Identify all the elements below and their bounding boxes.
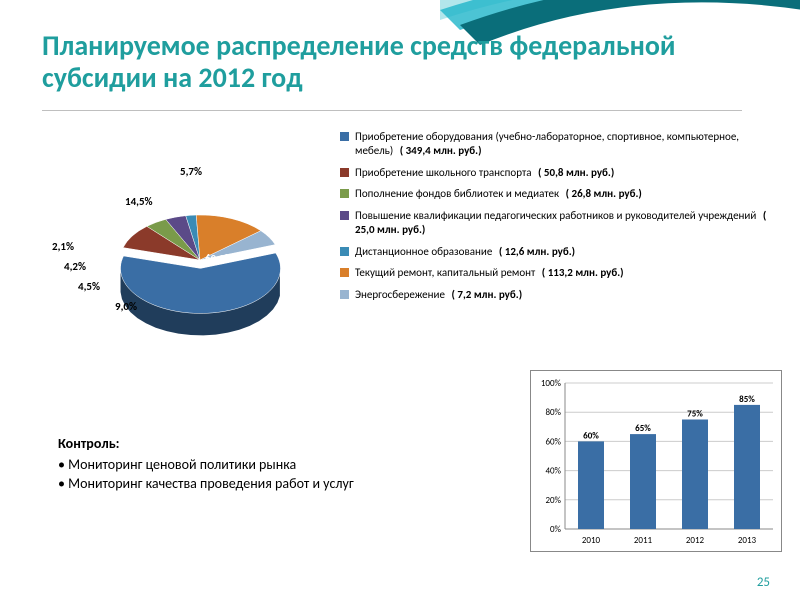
legend-swatch [340,247,349,256]
legend-item: Приобретение оборудования (учебно-лабора… [340,130,770,158]
legend-swatch [340,268,349,277]
bar-ytick: 0% [550,524,562,535]
legend-swatch [340,290,349,299]
control-item: • Мониторинг ценовой политики рынка [58,456,478,473]
bar-value-label: 75% [687,409,703,420]
bar-category-label: 2012 [686,535,705,546]
bar-chart: 0% 20% 40% 60% 80% 100% 60% 2010 65% 2011 75% 2012 8… [530,370,782,552]
control-heading: Контроль: [58,435,478,452]
legend-item: Энергосбережение ( 7,2 млн. руб.) [340,288,770,302]
legend-item: Текущий ремонт, капитальный ремонт ( 113… [340,266,770,280]
legend-swatch [340,132,349,141]
legend-item: Пополнение фондов библиотек и медиатек (… [340,187,770,201]
bar-ytick: 80% [545,407,561,418]
legend-item: Приобретение школьного транспорта ( 50,8… [340,166,770,180]
pie-slice-label: 4,2% [64,260,86,273]
pie-slice-label: 60,0% [205,252,233,265]
pie-slice-label: 14,5% [125,195,153,208]
legend-text: Текущий ремонт, капитальный ремонт ( 113… [355,266,770,280]
bar-ytick: 40% [545,466,561,477]
bar-ytick: 100% [541,378,562,389]
bar-value-label: 85% [739,394,755,405]
pie-slice-label: 5,7% [180,165,202,178]
legend-text: Пополнение фондов библиотек и медиатек (… [355,187,770,201]
legend-item: Дистанционное образование ( 12,6 млн. ру… [340,245,770,259]
bar-ytick: 20% [545,495,561,506]
legend-text: Приобретение оборудования (учебно-лабора… [355,130,770,158]
pie-legend: Приобретение оборудования (учебно-лабора… [340,130,770,310]
legend-swatch [340,211,349,220]
slide-title: Планируемое распределение средств федера… [42,30,682,94]
legend-text: Приобретение школьного транспорта ( 50,8… [355,166,770,180]
pie-slice-label: 9,0% [115,300,137,313]
pie-slice-label: 2,1% [52,240,74,253]
bar-category-label: 2010 [582,535,601,546]
legend-swatch [340,168,349,177]
legend-text: Дистанционное образование ( 12,6 млн. ру… [355,245,770,259]
legend-text: Повышение квалификации педагогических ра… [355,209,770,237]
bar-category-label: 2013 [738,535,757,546]
bar [578,441,604,529]
bar [734,405,760,529]
page-number: 25 [757,575,770,590]
bar-value-label: 65% [635,423,651,434]
bar [682,420,708,530]
legend-swatch [340,189,349,198]
bar [630,434,656,529]
bar-ytick: 60% [545,436,561,447]
bar-category-label: 2011 [634,535,653,546]
legend-item: Повышение квалификации педагогических ра… [340,209,770,237]
title-underline [42,110,742,111]
pie-slice-label: 4,5% [78,280,100,293]
legend-text: Энергосбережение ( 7,2 млн. руб.) [355,288,770,302]
control-block: Контроль: • Мониторинг ценовой политики … [58,435,478,494]
bar-value-label: 60% [583,430,599,441]
control-item: • Мониторинг качества проведения работ и… [58,475,478,492]
pie-chart: 60,0% 9,0% 4,5% 4,2% 2,1% 14,5% 5,7% [50,150,320,350]
